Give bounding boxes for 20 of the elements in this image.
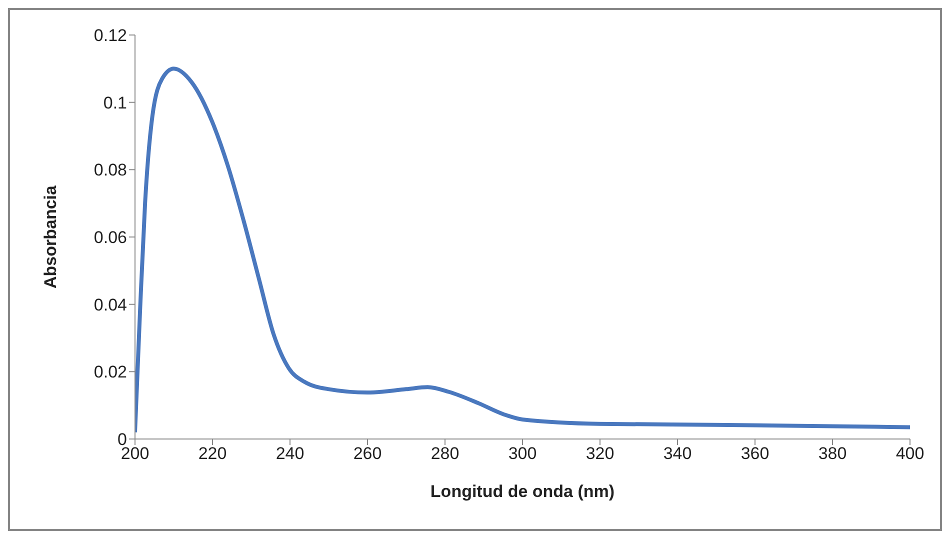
y-tick-label: 0.02 [94,362,127,382]
x-axis-title: Longitud de onda (nm) [430,482,615,501]
x-tick-label: 220 [198,444,227,464]
y-tick-label: 0.04 [94,295,127,314]
x-tick-label: 300 [508,444,537,464]
x-tick-label: 240 [276,444,304,464]
line-series [135,66,910,434]
x-tick-label: 320 [586,444,614,464]
y-axis-title: Absorbancia [41,184,60,288]
y-tick-label: 0.12 [94,26,127,46]
y-tick-label: 0.06 [94,228,127,248]
x-tick-label: 260 [353,444,382,464]
x-tick-label: 400 [896,444,924,464]
y-tick-label: 0.08 [94,160,127,180]
y-tick-label: 0.1 [103,93,127,112]
x-tick-label: 360 [740,444,770,464]
x-tick-label: 380 [818,444,847,464]
x-tick-label: 280 [430,444,460,464]
x-tick-label: 340 [663,444,692,464]
x-tick-label: 200 [120,444,150,464]
